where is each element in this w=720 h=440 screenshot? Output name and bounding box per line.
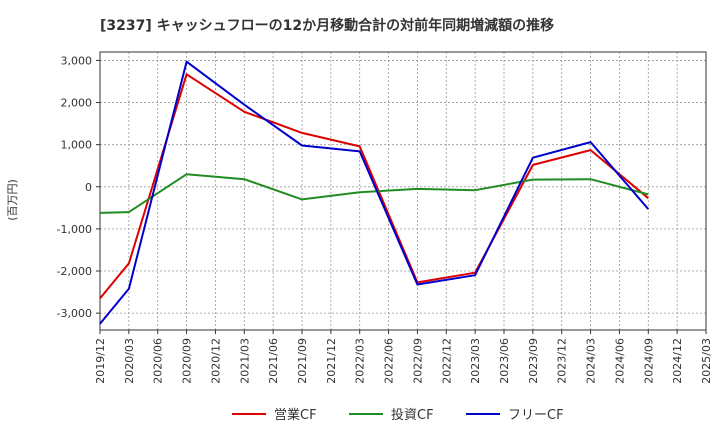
- y-tick-label: 2,000: [61, 97, 93, 110]
- legend: 営業CF 投資CF フリーCF: [232, 407, 564, 423]
- grid-lines: [99, 52, 707, 330]
- y-tick-label: 1,000: [61, 139, 93, 152]
- legend-label: 投資CF: [391, 407, 434, 423]
- y-tick-label: 0: [85, 181, 92, 194]
- y-tick-label: -3,000: [57, 307, 92, 320]
- x-tick-label: 2022/06: [383, 338, 396, 384]
- x-tick-label: 2022/03: [354, 338, 367, 384]
- legend-label: 営業CF: [274, 407, 317, 423]
- legend-label: フリーCF: [508, 408, 564, 423]
- x-tick-label: 2020/09: [181, 338, 194, 384]
- x-tick-label: 2023/06: [498, 338, 511, 384]
- x-tick-label: 2020/06: [152, 338, 165, 384]
- x-tick-label: 2023/12: [556, 338, 569, 384]
- x-tick-label: 2023/09: [527, 338, 540, 384]
- x-tick-label: 2021/09: [296, 338, 309, 384]
- x-tick-labels: 2019/12 2020/03 2020/06 2020/09 2020/12 2021/…: [94, 338, 713, 384]
- x-tick-label: 2024/12: [671, 338, 684, 384]
- x-tick-label: 2020/03: [123, 338, 136, 384]
- y-axis-label: (百万円): [6, 179, 19, 221]
- x-tick-label: 2019/12: [94, 338, 107, 384]
- x-tick-label: 2021/06: [267, 338, 280, 384]
- chart-title: [3237] キャッシュフローの12か月移動合計の対前年同期増減額の推移: [100, 17, 554, 34]
- x-tick-label: 2025/03: [700, 338, 713, 384]
- plot-frame: [99, 51, 707, 331]
- series-line-投資CF: [99, 173, 649, 214]
- y-tick-label: -2,000: [57, 265, 92, 278]
- y-tick-label: -1,000: [57, 223, 92, 236]
- x-tick-label: 2023/03: [469, 338, 482, 384]
- axes: [96, 51, 707, 334]
- y-tick-labels: 3,000 2,000 1,000 0 -1,000 -2,000 -3,000: [57, 54, 92, 320]
- y-tick-label: 3,000: [61, 54, 93, 67]
- series-lines: [99, 60, 650, 325]
- series-line-フリーCF: [99, 60, 650, 325]
- x-tick-label: 2022/09: [411, 338, 424, 384]
- x-tick-label: 2020/12: [209, 338, 222, 384]
- x-tick-label: 2024/06: [613, 338, 626, 384]
- x-tick-label: 2022/12: [440, 338, 453, 384]
- x-tick-label: 2024/03: [585, 338, 598, 384]
- x-tick-label: 2021/03: [238, 338, 251, 384]
- x-tick-label: 2021/12: [325, 338, 338, 384]
- x-tick-label: 2024/09: [642, 338, 655, 384]
